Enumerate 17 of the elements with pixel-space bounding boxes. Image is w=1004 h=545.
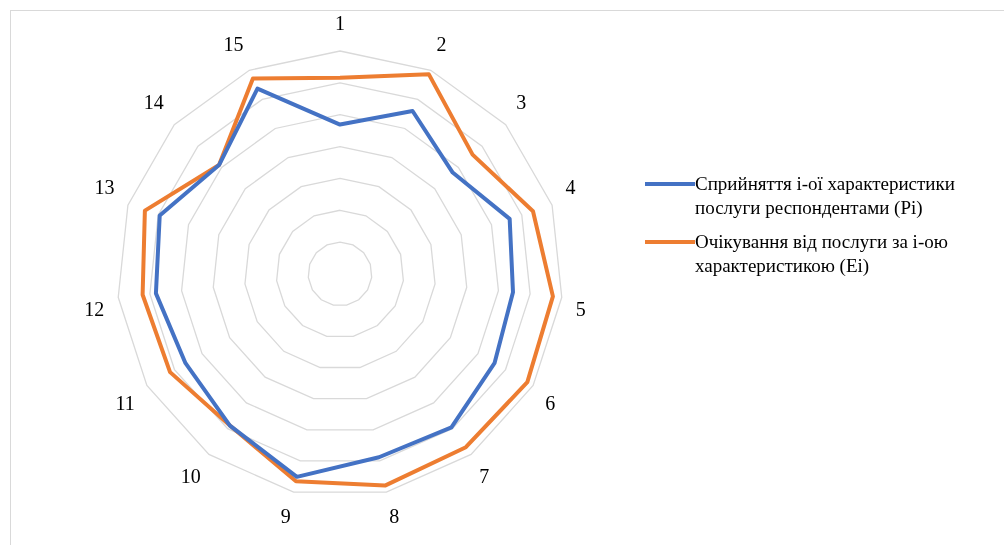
legend-label: Сприйняття і-ої характеристики послуги респондентами (Pi) <box>695 172 956 220</box>
spoke-label: 2 <box>436 32 447 55</box>
legend-label: Очікування від послуги за і-ою характеристикою (Ei) <box>695 230 949 278</box>
spoke-label: 15 <box>223 32 244 55</box>
spoke-label: 14 <box>143 90 164 113</box>
spoke-label: 5 <box>575 298 586 321</box>
spoke-label: 3 <box>516 90 527 113</box>
spoke-label: 9 <box>280 505 291 528</box>
spoke-label: 6 <box>545 391 556 414</box>
spoke-label: 13 <box>94 176 115 199</box>
spoke-label: 7 <box>479 464 490 487</box>
spoke-label: 12 <box>84 298 105 321</box>
spoke-label: 10 <box>180 464 201 487</box>
spoke-label: 1 <box>335 12 345 35</box>
spoke-label: 8 <box>389 505 400 528</box>
spoke-label: 4 <box>565 176 576 199</box>
spoke-label: 11 <box>115 391 135 414</box>
